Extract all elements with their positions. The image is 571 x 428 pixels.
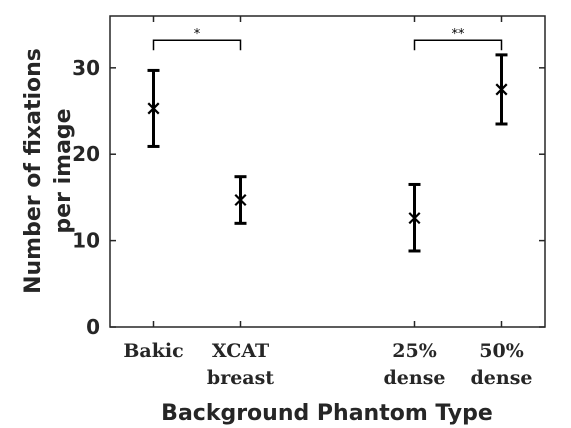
x-tick-label: 25% — [392, 340, 437, 362]
y-tick-label: 20 — [72, 142, 100, 166]
x-tick-label: 50% — [479, 340, 524, 362]
significance-brackets: * ** — [152, 27, 503, 51]
y-axis-ticks: 0 10 20 30 — [72, 56, 545, 339]
x-axis-ticks: Bakic XCAT breast 25% dense 50% dense — [123, 16, 532, 389]
x-tick-label: dense — [471, 367, 533, 389]
x-tick-label: breast — [207, 367, 274, 389]
y-tick-label: 0 — [86, 315, 100, 339]
x-tick-label: XCAT — [212, 340, 269, 362]
y-axis-label-line-2: per image — [51, 108, 76, 233]
x-axis-label: Background Phantom Type — [161, 401, 493, 426]
data-point-marker — [147, 101, 160, 116]
y-tick-label: 30 — [72, 56, 100, 80]
y-tick-label: 10 — [72, 229, 100, 253]
x-tick-label: dense — [384, 367, 446, 389]
y-axis-label-line-1: Number of fixations — [21, 48, 46, 294]
significance-label: * — [194, 27, 201, 42]
significance-label: ** — [452, 27, 466, 42]
y-axis-label: Number of fixations per image — [21, 48, 76, 294]
data-point-marker — [495, 82, 508, 97]
data-marks — [147, 53, 508, 253]
data-point-marker — [408, 211, 421, 226]
plot-area-box — [109, 15, 546, 328]
significance-bracket — [152, 39, 242, 51]
significance-bracket — [413, 39, 503, 51]
data-point-marker — [234, 193, 247, 208]
x-tick-label: Bakic — [123, 340, 183, 362]
